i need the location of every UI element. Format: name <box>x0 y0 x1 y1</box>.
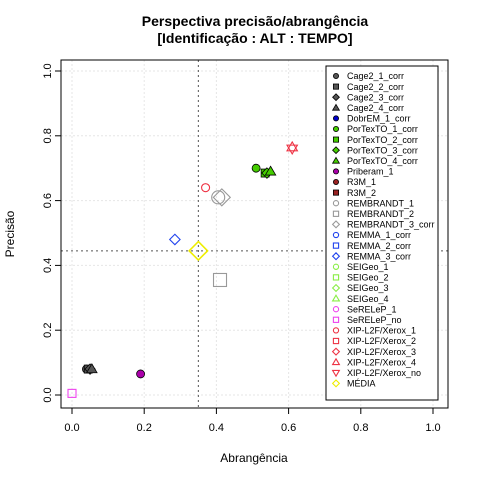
legend-label: PorTexTO_4_corr <box>347 156 418 166</box>
x-axis-label: Abrangência <box>220 451 288 465</box>
data-point <box>85 363 98 374</box>
legend-marker <box>332 136 339 143</box>
legend-label: REMBRANDT_1 <box>347 198 414 208</box>
reference-lines <box>61 60 448 408</box>
legend-marker <box>332 115 339 122</box>
x-tick-label: 0.2 <box>137 422 152 434</box>
legend-label: XIP-L2F/Xerox_no <box>347 368 421 378</box>
data-point <box>212 188 232 207</box>
legend-marker <box>332 146 340 155</box>
legend-label: XIP-L2F/Xerox_3 <box>347 347 416 357</box>
x-axis: 0.0 0.2 0.4 0.6 0.8 1.0 <box>64 408 441 434</box>
legend-label: REMMA_3_corr <box>347 251 411 261</box>
legend-label: XIP-L2F/Xerox_4 <box>347 357 416 367</box>
legend-marker <box>332 93 340 102</box>
legend-marker <box>331 369 341 378</box>
legend-label: Cage2_2_corr <box>347 82 404 92</box>
y-axis-label: Precisão <box>3 210 17 257</box>
legend-marker <box>332 178 339 185</box>
legend-label: SEIGeo_4 <box>347 294 389 304</box>
data-point <box>136 369 145 379</box>
legend-marker <box>332 83 339 90</box>
legend-label: REMMA_2_corr <box>347 241 411 251</box>
y-tick-label: 0.2 <box>42 323 54 338</box>
legend-marker <box>331 294 341 302</box>
data-point <box>251 163 261 173</box>
data-point <box>264 165 277 176</box>
y-tick-label: 0.4 <box>42 258 54 273</box>
legend-marker <box>332 73 339 80</box>
x-tick-label: 0.0 <box>64 422 79 434</box>
data-points <box>67 140 299 398</box>
legend-marker <box>332 242 340 249</box>
y-tick-label: 0.8 <box>42 128 54 143</box>
legend-label: R3M_2 <box>347 188 376 198</box>
data-point <box>188 240 209 262</box>
data-point <box>286 144 299 156</box>
y-tick-label: 1.0 <box>42 63 54 78</box>
x-tick-label: 0.4 <box>209 422 224 434</box>
legend-marker <box>332 200 340 207</box>
legend-label: SeRELeP_1 <box>347 304 397 314</box>
data-point <box>286 140 299 152</box>
legend-marker <box>332 306 340 313</box>
legend: Cage2_1_corrCage2_2_corrCage2_3_corrCage… <box>325 65 439 401</box>
data-point <box>211 190 226 205</box>
legend-label: XIP-L2F/Xerox_1 <box>347 326 416 336</box>
legend-label: PorTexTO_1_corr <box>347 124 418 134</box>
legend-marker <box>332 168 339 175</box>
legend-marker <box>332 210 340 217</box>
legend-label: REMMA_1_corr <box>347 230 411 240</box>
legend-label: PorTexTO_2_corr <box>347 135 418 145</box>
legend-label: SeRELeP_no <box>347 315 402 325</box>
chart-title: Perspectiva precisão/abrangência <box>142 13 369 29</box>
data-point <box>67 388 77 398</box>
legend-marker <box>331 347 341 356</box>
legend-box <box>325 65 439 401</box>
legend-marker <box>332 316 340 323</box>
x-tick-label: 1.0 <box>425 422 440 434</box>
legend-marker <box>331 379 341 388</box>
x-tick-label: 0.6 <box>281 422 296 434</box>
legend-label: SEIGeo_3 <box>347 283 389 293</box>
y-axis: 0.0 0.2 0.4 0.6 0.8 1.0 <box>42 63 61 403</box>
x-tick-label: 0.8 <box>353 422 368 434</box>
legend-marker <box>332 126 339 133</box>
legend-label: SEIGeo_2 <box>347 273 389 283</box>
chart-subtitle: [Identificação : ALT : TEMPO] <box>157 30 352 46</box>
legend-marker <box>332 189 339 196</box>
legend-marker <box>331 156 341 164</box>
legend-label: MÉDIA <box>347 379 376 389</box>
legend-marker <box>331 252 341 261</box>
legend-label: XIP-L2F/Xerox_2 <box>347 336 416 346</box>
legend-label: SEIGeo_1 <box>347 262 389 272</box>
y-tick-label: 0.0 <box>42 387 54 402</box>
legend-label: Cage2_1_corr <box>347 71 404 81</box>
legend-label: DobrEM_1_corr <box>347 114 411 124</box>
legend-marker <box>332 327 340 334</box>
legend-label: REMBRANDT_3_corr <box>347 220 435 230</box>
legend-marker <box>331 357 341 366</box>
legend-marker <box>332 274 340 281</box>
legend-marker <box>332 263 340 270</box>
legend-marker <box>332 231 340 239</box>
legend-label: REMBRANDT_2 <box>347 209 414 219</box>
legend-marker <box>332 337 340 345</box>
data-point <box>168 233 181 246</box>
data-point <box>201 183 211 193</box>
legend-label: Priberam_1 <box>347 167 394 177</box>
legend-label: PorTexTO_3_corr <box>347 145 418 155</box>
legend-marker <box>331 103 341 111</box>
legend-label: Cage2_4_corr <box>347 103 404 113</box>
legend-marker <box>331 220 341 229</box>
legend-label: R3M_1 <box>347 177 376 187</box>
plot-area-border <box>60 59 449 409</box>
legend-label: Cage2_3_corr <box>347 92 404 102</box>
y-tick-label: 0.6 <box>42 193 54 208</box>
legend-marker <box>331 283 341 293</box>
data-point <box>212 272 228 288</box>
